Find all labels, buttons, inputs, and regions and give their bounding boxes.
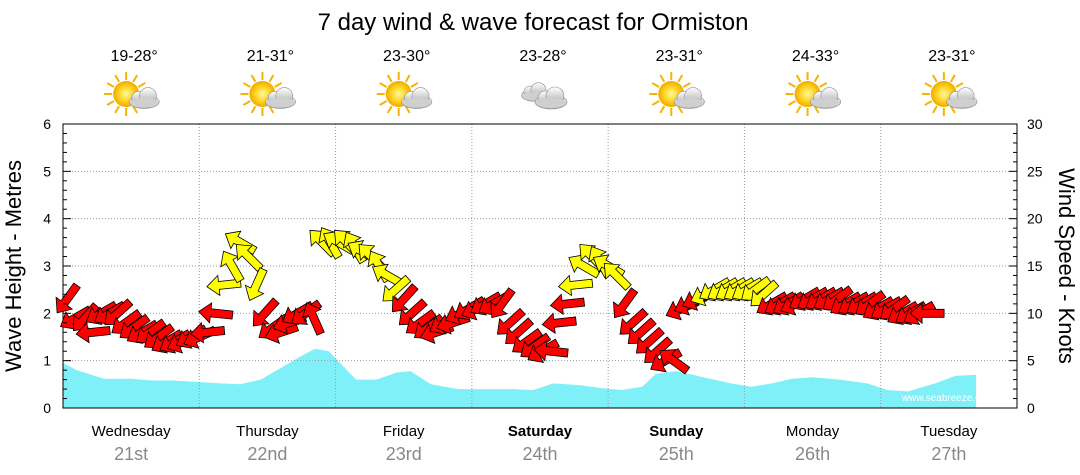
day-name-label: Friday: [383, 423, 425, 440]
wind-arrow: [55, 282, 81, 314]
wind-arrow: [541, 312, 577, 335]
temperature-range: 19-28°: [110, 48, 157, 65]
wind-arrow: [613, 287, 639, 319]
partly-cloudy-icon: [240, 72, 296, 116]
wind-arrow: [557, 274, 594, 297]
wind-arrow: [301, 301, 325, 336]
partly-cloudy-icon: [649, 72, 705, 116]
wind-arrow: [198, 302, 234, 324]
partly-cloudy-icon: [104, 72, 160, 116]
wind-arrow: [549, 293, 586, 316]
left-axis: 0 1 2 3 4 5 6: [43, 116, 71, 416]
right-tick-label: 15: [1027, 258, 1043, 274]
left-tick-label: 5: [43, 163, 51, 179]
wave-height-area: [63, 348, 977, 408]
temperature-range: 23-31°: [656, 48, 703, 65]
day-date-label: 21st: [114, 444, 148, 464]
day-date-label: 23rd: [386, 444, 422, 464]
right-axis: 0 5 10 15 20 25 30: [1009, 116, 1043, 416]
temperature-range: 21-31°: [247, 48, 294, 65]
cloudy-icon: [521, 82, 568, 110]
temperature-range: 23-28°: [519, 48, 566, 65]
day-name-label: Wednesday: [92, 423, 171, 440]
cloud-shape: [264, 87, 296, 109]
cloud-shape: [401, 87, 433, 109]
wind-arrow: [533, 339, 569, 362]
day-name-label: Sunday: [649, 423, 704, 440]
left-tick-label: 6: [43, 116, 51, 132]
cloud-shape: [946, 87, 978, 109]
wind-arrow: [603, 262, 632, 291]
partly-cloudy-icon: [785, 72, 842, 116]
left-tick-label: 0: [43, 400, 51, 416]
wind-arrow: [189, 321, 226, 344]
chart-title: 7 day wind & wave forecast for Ormiston: [318, 9, 749, 36]
right-tick-label: 10: [1027, 305, 1043, 321]
cloud-shape: [534, 86, 568, 110]
day-name-label: Monday: [786, 423, 840, 440]
day-date-label: 25th: [659, 444, 694, 464]
wind-arrow: [244, 267, 268, 302]
day-date-label: 27th: [931, 444, 966, 464]
day-name-label: Saturday: [508, 423, 573, 440]
temperature-range: 23-30°: [383, 48, 430, 65]
wind-arrow: [391, 283, 419, 313]
day-name-label: Thursday: [236, 423, 299, 440]
plot-area: www.seabreeze.com.au: [55, 124, 1018, 409]
partly-cloudy-icon: [921, 72, 978, 116]
left-axis-label: Wave Height - Metres: [1, 160, 26, 372]
left-tick-label: 3: [43, 258, 51, 274]
temperature-range: 23-31°: [928, 48, 975, 65]
day-labels: Wednesday 21st Thursday 22nd Friday 23rd Satur…: [92, 423, 978, 464]
right-tick-label: 5: [1027, 353, 1035, 369]
wind-arrow: [235, 244, 264, 272]
wind-arrow: [909, 302, 945, 325]
wind-arrow: [659, 349, 691, 375]
left-tick-label: 1: [43, 353, 51, 369]
cloud-shape: [128, 87, 160, 109]
right-tick-label: 25: [1027, 163, 1043, 179]
wind-arrow: [75, 321, 111, 344]
weather-icons: 19-28° 21-31° 23-30° 23-28° 23-31° 24-33° 23-3…: [104, 48, 978, 116]
watermark: www.seabreeze.com.au: [901, 393, 1008, 404]
wind-arrow: [490, 287, 516, 319]
wind-arrow: [206, 274, 242, 297]
left-tick-label: 2: [43, 305, 51, 321]
day-name-label: Tuesday: [920, 423, 977, 440]
temperature-range: 24-33°: [792, 48, 839, 65]
right-tick-label: 0: [1027, 400, 1035, 416]
day-date-label: 24th: [522, 444, 557, 464]
wind-arrows: [55, 228, 945, 375]
right-axis-label: Wind Speed - Knots: [1054, 168, 1079, 364]
right-tick-label: 20: [1027, 211, 1043, 227]
cloud-shape: [810, 87, 842, 109]
grid-lines: [63, 124, 1017, 408]
day-date-label: 22nd: [247, 444, 287, 464]
day-date-label: 26th: [795, 444, 830, 464]
cloud-shape: [673, 87, 705, 109]
right-tick-label: 30: [1027, 116, 1043, 132]
wind-arrow: [252, 297, 280, 327]
partly-cloudy-icon: [376, 72, 433, 116]
left-tick-label: 4: [43, 211, 51, 227]
